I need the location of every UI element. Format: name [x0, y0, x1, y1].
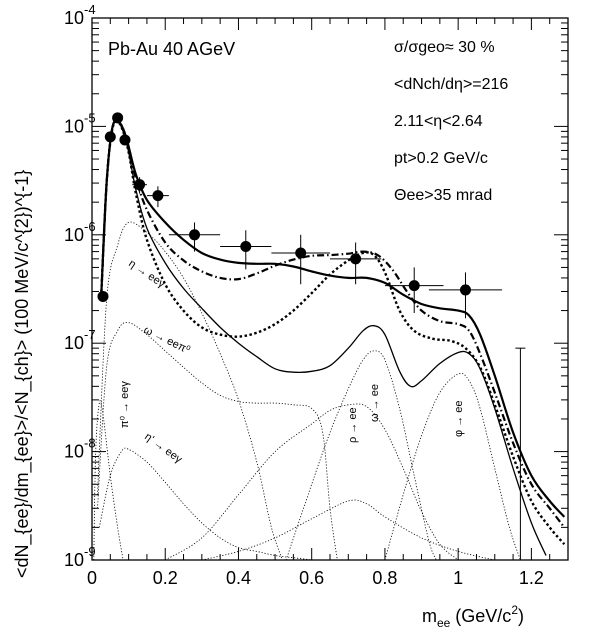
- x-axis-label-rest: (GeV/c: [450, 606, 511, 626]
- label-omega-ee: ω → ee: [369, 384, 381, 422]
- component-curve-7: [201, 499, 495, 560]
- data-point-2: [112, 112, 124, 124]
- component-curve-1: [97, 322, 338, 560]
- label-pi0-dalitz: π⁰ → eeγ: [119, 381, 131, 428]
- y-tick-label-4: 10-5: [64, 110, 96, 136]
- data-point-5: [152, 190, 164, 202]
- x-axis-label: mee (GeV/c2): [422, 603, 524, 630]
- label-omega-dalitz: ω → eeπ⁰: [142, 324, 193, 357]
- y-tick-label-exp-5: -4: [84, 2, 96, 17]
- plot-frame: [91, 17, 569, 561]
- y-tick-label-base-5: 10: [64, 8, 84, 28]
- label-rho-ee: ρ → ee: [347, 407, 359, 443]
- y-tick-label-base-0: 10: [64, 550, 84, 570]
- system-label: Pb-Au 40 AGeV: [108, 39, 235, 59]
- component-curve-3: [98, 447, 312, 560]
- y-tick-label-base-3: 10: [64, 225, 84, 245]
- label-etaprime-dalitz: η' → eeγ: [142, 431, 184, 466]
- y-tick-label-2: 10-7: [64, 327, 96, 353]
- opening-angle-label: Θee>35 mrad: [394, 187, 492, 204]
- y-tick-label-5: 10-4: [64, 2, 96, 28]
- x-tick-label-6: 1.2: [519, 568, 544, 588]
- x-axis-label-main: m: [422, 606, 437, 626]
- x-tick-label-1: 0.2: [153, 568, 178, 588]
- component-curve-4: [164, 403, 459, 560]
- component-curve-0: [97, 221, 283, 560]
- data-point-1: [104, 131, 116, 143]
- model-curves: [100, 119, 566, 556]
- y-tick-label-exp-3: -6: [84, 219, 96, 234]
- data-point-8: [295, 247, 307, 259]
- multiplicity-label: <dNch/dη>=216: [394, 76, 508, 93]
- axis-ticks: 0 0.2 0.4 0.6 0.8 1 1.210-910-810-710-610-510-…: [64, 2, 569, 588]
- y-tick-label-exp-1: -8: [84, 436, 96, 451]
- data-point-0: [97, 290, 109, 302]
- model-curve-thick-dotted: [100, 120, 566, 545]
- model-curve-thick-dashdot: [100, 119, 566, 529]
- x-tick-label-4: 0.8: [372, 568, 397, 588]
- data-point-7: [240, 240, 252, 252]
- data-point-4: [134, 179, 146, 191]
- centrality-label: σ/σgeo≈ 30 %: [394, 39, 495, 56]
- y-tick-label-exp-2: -7: [84, 327, 96, 342]
- data-points: [97, 112, 526, 560]
- label-eta-dalitz: η → eeγ: [126, 258, 167, 291]
- y-tick-label-base-1: 10: [64, 442, 84, 462]
- x-axis-label-sub: ee: [437, 616, 451, 630]
- label-phi-ee: φ → ee: [453, 401, 465, 437]
- x-tick-label-5: 1: [453, 568, 463, 588]
- data-point-6: [189, 229, 201, 241]
- x-tick-label-2: 0.4: [226, 568, 251, 588]
- data-point-10: [408, 280, 420, 292]
- y-tick-label-0: 10-9: [64, 544, 96, 570]
- y-tick-label-1: 10-8: [64, 436, 96, 462]
- data-point-9: [350, 253, 362, 265]
- component-curve-6: [384, 373, 521, 560]
- y-tick-label-base-2: 10: [64, 333, 84, 353]
- y-axis-label: <dN_{ee}/dm_{ee}>/<N_{ch}> (100 MeV/c^{2…: [12, 170, 33, 578]
- plot-area: [91, 17, 569, 561]
- y-tick-label-exp-4: -5: [84, 110, 96, 125]
- eta-range-label: 2.11<η<2.64: [394, 113, 483, 130]
- data-point-3: [119, 134, 131, 146]
- x-tick-label-0: 0: [87, 568, 97, 588]
- x-axis-label-sup: 2: [511, 603, 518, 617]
- x-axis-label-end: ): [518, 606, 524, 626]
- y-tick-label-exp-0: -9: [84, 544, 96, 559]
- data-point-11: [459, 284, 471, 296]
- x-tick-label-3: 0.6: [299, 568, 324, 588]
- component-curve-5: [285, 350, 437, 560]
- component-curves: [93, 221, 521, 560]
- pt-cut-label: pt>0.2 GeV/c: [394, 150, 488, 167]
- y-tick-label-3: 10-6: [64, 219, 96, 245]
- y-tick-label-base-4: 10: [64, 116, 84, 136]
